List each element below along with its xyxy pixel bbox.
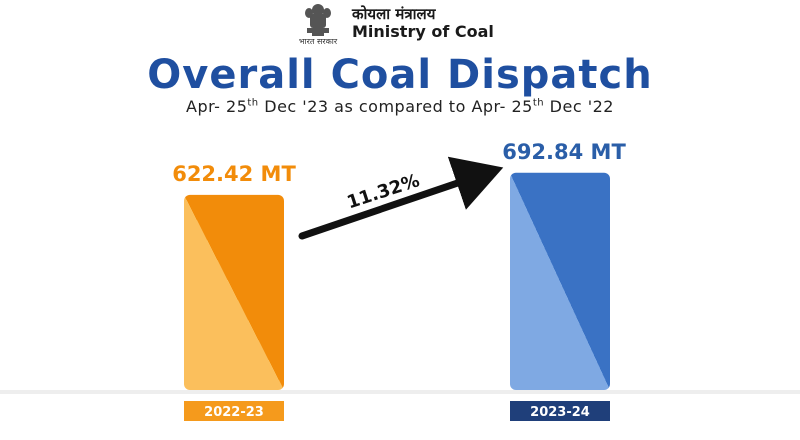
emblem-caption: भारत सरकार <box>298 37 338 46</box>
growth-arrow <box>298 156 504 240</box>
bar-2023-24 <box>510 172 610 390</box>
national-emblem-icon <box>305 4 331 36</box>
chart-title: Overall Coal Dispatch <box>147 52 653 98</box>
header: भारत सरकार कोयला मंत्रालय Ministry of Co… <box>0 0 800 50</box>
value-label-2022-23: 622.42 MT <box>172 162 296 186</box>
category-badge-2023-24 <box>510 401 610 421</box>
chart-subtitle: Apr- 25th Dec '23 as compared to Apr- 25… <box>186 97 614 116</box>
ministry-name-english: Ministry of Coal <box>352 22 494 41</box>
category-label-2023-24: 2023-24 <box>530 405 590 420</box>
value-label-2023-24: 692.84 MT <box>502 140 626 164</box>
category-label-2022-23: 2022-23 <box>204 405 264 420</box>
bar-2022-23 <box>184 194 284 390</box>
category-badge-2022-23 <box>184 401 284 421</box>
ministry-name-hindi: कोयला मंत्रालय <box>352 5 436 23</box>
